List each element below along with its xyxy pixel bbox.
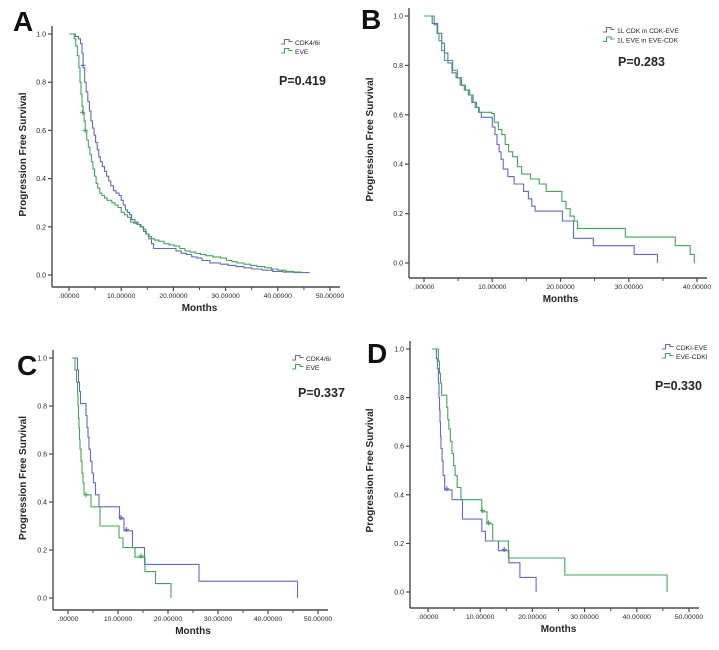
svg-text:0.0: 0.0 — [36, 273, 46, 280]
panel-b-chart: 0.0 0.2 0.4 0.6 0.8 1.0 .00000 10.00000 20.00000… — [365, 8, 712, 305]
svg-text:0.6: 0.6 — [394, 444, 404, 451]
panel-a-label: A — [13, 6, 34, 37]
svg-text:20.00000: 20.00000 — [159, 293, 188, 300]
svg-text:10.00000: 10.00000 — [104, 616, 133, 623]
svg-text:Months: Months — [541, 624, 577, 635]
svg-text:10.00000: 10.00000 — [107, 293, 136, 300]
svg-text:0.6: 0.6 — [393, 112, 403, 119]
svg-text:Months: Months — [175, 626, 211, 637]
svg-text:P=0.337: P=0.337 — [298, 386, 345, 400]
svg-text:0.0: 0.0 — [37, 596, 47, 603]
svg-text:1L EVE in EVE-CDK: 1L EVE in EVE-CDK — [617, 38, 679, 45]
svg-text:0.2: 0.2 — [393, 211, 403, 218]
svg-text:30.00000: 30.00000 — [615, 284, 644, 291]
svg-text:30.00000: 30.00000 — [204, 616, 233, 623]
svg-text:Progression Free Survival: Progression Free Survival — [18, 416, 29, 540]
svg-text:40.00000: 40.00000 — [623, 614, 652, 621]
svg-text:0.2: 0.2 — [394, 541, 404, 548]
svg-text:0.8: 0.8 — [36, 80, 46, 87]
svg-text:P=0.283: P=0.283 — [618, 55, 665, 69]
svg-text:40.00000: 40.00000 — [254, 616, 283, 623]
svg-text:30.00000: 30.00000 — [570, 614, 599, 621]
svg-text:EVE: EVE — [306, 365, 320, 372]
svg-text:CDK4/6i: CDK4/6i — [295, 40, 320, 47]
panel-b-label: B — [361, 4, 382, 35]
svg-text:0.0: 0.0 — [393, 261, 403, 268]
svg-text:0.4: 0.4 — [36, 176, 46, 183]
panel-d-chart: 0.0 0.2 0.4 0.6 0.8 1.0 .00000 10.00000 20.00000… — [365, 341, 708, 635]
svg-text:20.00000: 20.00000 — [518, 614, 547, 621]
svg-text:P=0.330: P=0.330 — [655, 379, 702, 393]
svg-text:50.00000: 50.00000 — [316, 293, 345, 300]
svg-text:0.4: 0.4 — [393, 162, 403, 169]
panel-c: 0.0 0.2 0.4 0.6 0.8 1.0 .00000 10.00000 20.00000… — [0, 325, 360, 650]
panel-a: 0.0 0.2 0.4 0.6 0.8 1.0 .00000 10.00000 20.00000… — [0, 0, 360, 325]
svg-text:CDK4/6i: CDK4/6i — [306, 356, 331, 363]
svg-text:1.0: 1.0 — [393, 14, 403, 21]
svg-text:.00000: .00000 — [59, 293, 80, 300]
panel-a-chart: 0.0 0.2 0.4 0.6 0.8 1.0 .00000 10.00000 20.00000… — [18, 26, 345, 314]
svg-text:Months: Months — [182, 303, 218, 314]
svg-text:0.4: 0.4 — [394, 492, 404, 499]
panel-d: 0.0 0.2 0.4 0.6 0.8 1.0 .00000 10.00000 20.00000… — [360, 325, 719, 650]
svg-text:0.0: 0.0 — [394, 590, 404, 597]
svg-text:0.8: 0.8 — [37, 404, 47, 411]
svg-text:.00000: .00000 — [418, 614, 439, 621]
svg-text:P=0.419: P=0.419 — [279, 74, 326, 88]
svg-text:10.00000: 10.00000 — [466, 614, 495, 621]
svg-text:0.4: 0.4 — [37, 500, 47, 507]
svg-text:50.00000: 50.00000 — [675, 614, 704, 621]
svg-text:50.00000: 50.00000 — [304, 616, 333, 623]
panel-c-chart: 0.0 0.2 0.4 0.6 0.8 1.0 .00000 10.00000 20.00000… — [18, 350, 345, 637]
svg-text:40.00000: 40.00000 — [683, 284, 712, 291]
svg-text:0.8: 0.8 — [393, 63, 403, 70]
svg-text:0.6: 0.6 — [37, 452, 47, 459]
svg-text:Progression Free Survival: Progression Free Survival — [365, 408, 376, 532]
svg-text:CDKI-EVE: CDKI-EVE — [676, 345, 708, 352]
svg-text:40.00000: 40.00000 — [264, 293, 293, 300]
svg-text:30.00000: 30.00000 — [211, 293, 240, 300]
svg-text:EVE: EVE — [295, 49, 309, 56]
svg-text:20.00000: 20.00000 — [546, 284, 575, 291]
panel-b: 0.0 0.2 0.4 0.6 0.8 1.0 .00000 10.00000 20.00000… — [360, 0, 719, 325]
svg-text:0.8: 0.8 — [394, 395, 404, 402]
svg-text:1.0: 1.0 — [394, 347, 404, 354]
svg-text:20.00000: 20.00000 — [154, 616, 183, 623]
panel-d-label: D — [367, 338, 388, 369]
svg-text:.00000: .00000 — [58, 616, 79, 623]
svg-text:1L CDK in CDK-EVE: 1L CDK in CDK-EVE — [617, 28, 679, 35]
svg-text:0.2: 0.2 — [37, 548, 47, 555]
svg-text:Months: Months — [543, 294, 579, 305]
svg-text:.00000: .00000 — [414, 284, 435, 291]
svg-text:0.6: 0.6 — [36, 128, 46, 135]
svg-text:Progression Free Survival: Progression Free Survival — [18, 92, 29, 216]
svg-text:EVE-CDKI: EVE-CDKI — [676, 354, 708, 361]
svg-text:Progression Free Survival: Progression Free Survival — [365, 77, 376, 201]
svg-text:0.2: 0.2 — [36, 224, 46, 231]
svg-text:1.0: 1.0 — [36, 32, 46, 39]
svg-text:10.00000: 10.00000 — [478, 284, 507, 291]
panel-c-label: C — [17, 350, 38, 381]
svg-text:1.0: 1.0 — [37, 356, 47, 363]
